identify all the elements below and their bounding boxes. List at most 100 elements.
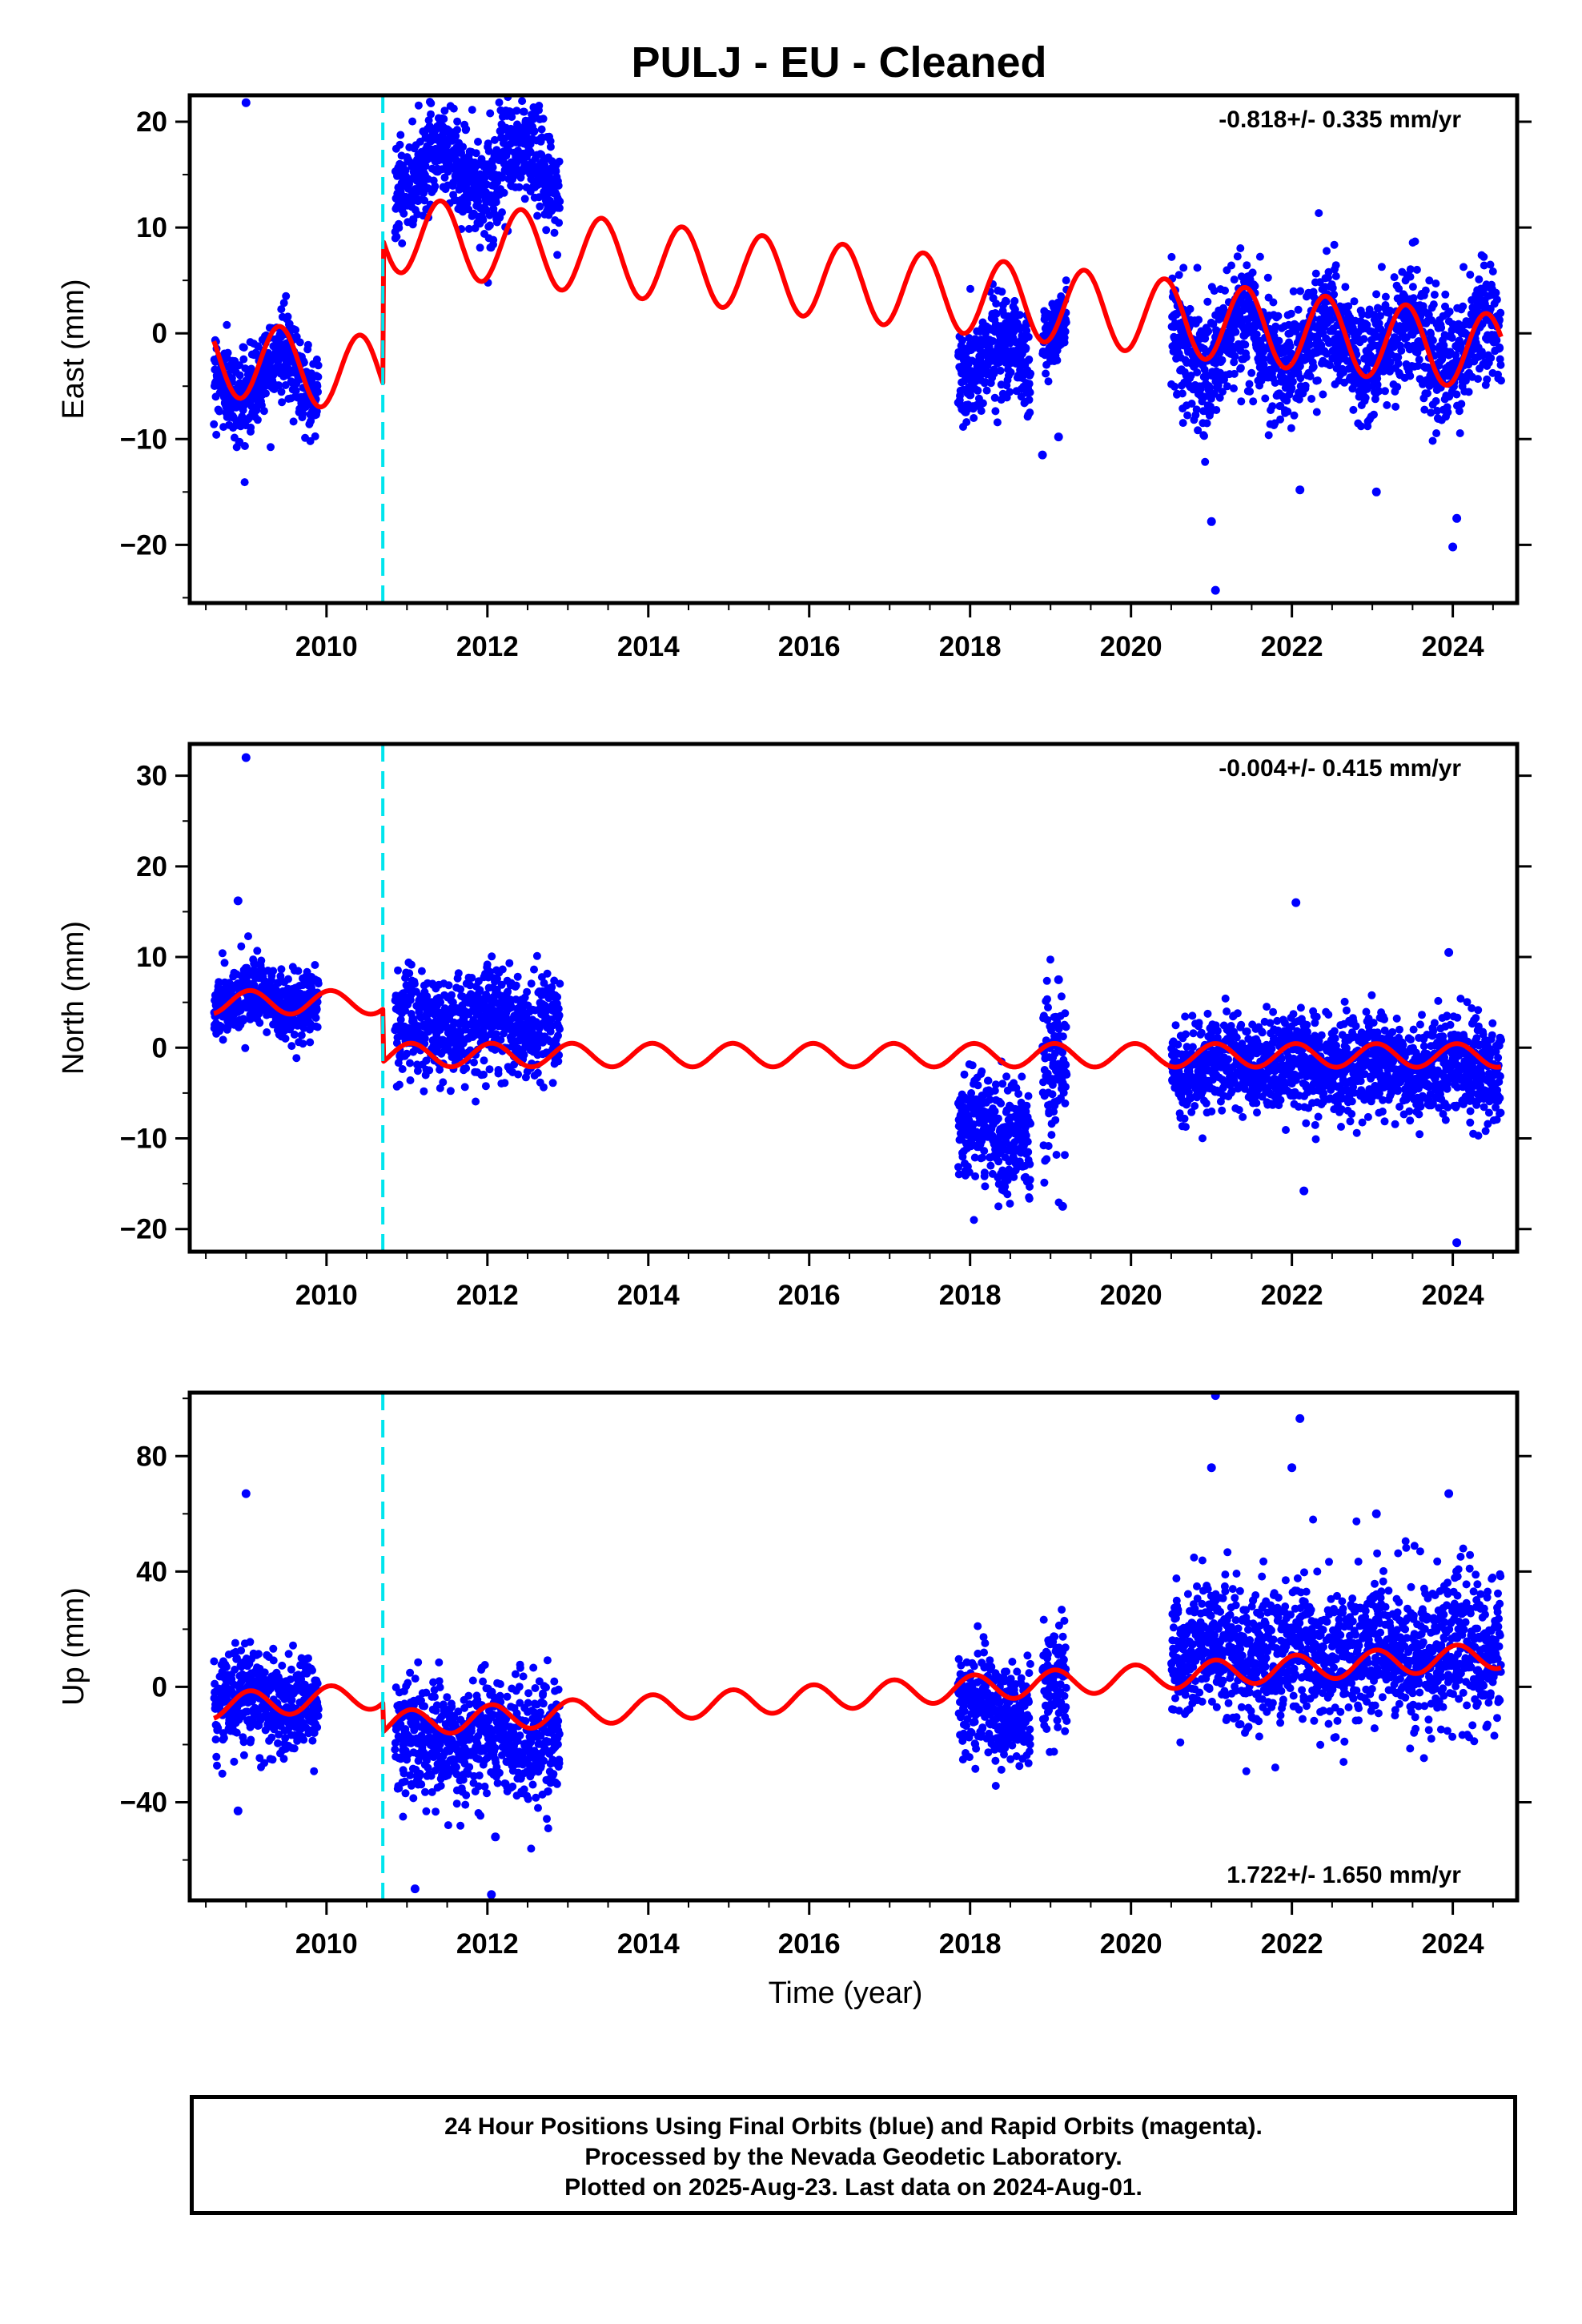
data-point (1015, 311, 1024, 320)
data-point (533, 1068, 542, 1077)
data-point (1363, 320, 1371, 329)
data-point (1194, 426, 1203, 435)
data-point (958, 336, 966, 345)
data-point (982, 386, 991, 395)
data-point (1328, 283, 1337, 292)
data-point (1003, 1190, 1012, 1199)
data-point (1195, 316, 1203, 324)
data-point (1394, 353, 1403, 362)
data-point (993, 418, 1002, 427)
data-point (1474, 375, 1482, 384)
data-point (1061, 1099, 1070, 1108)
data-point (498, 965, 507, 974)
data-point (479, 215, 488, 224)
data-point (278, 398, 287, 407)
data-point (1255, 252, 1264, 261)
data-point (1406, 372, 1415, 380)
data-point (1022, 1101, 1031, 1110)
data-point (1437, 324, 1446, 332)
data-point (1306, 372, 1315, 380)
data-point (1330, 290, 1339, 299)
data-point (1327, 316, 1335, 324)
data-point (523, 987, 532, 996)
data-point (1191, 1102, 1199, 1110)
data-point (406, 1059, 414, 1068)
data-point (1207, 1107, 1216, 1116)
data-point (470, 1058, 478, 1067)
data-point (970, 1216, 978, 1224)
data-point (997, 1099, 1006, 1108)
data-point (1061, 1009, 1070, 1018)
data-point (295, 338, 304, 347)
data-point (1341, 283, 1350, 292)
data-point (1182, 1123, 1190, 1132)
data-point (1206, 384, 1215, 392)
data-point (1174, 1040, 1182, 1049)
data-point (978, 1067, 986, 1076)
data-point (546, 143, 555, 151)
data-point (1237, 397, 1246, 406)
data-point (1379, 367, 1387, 376)
data-point (1218, 1106, 1227, 1115)
data-point (252, 406, 261, 415)
data-point (1061, 1151, 1069, 1160)
x-tick-label: 2022 (1261, 631, 1323, 662)
data-point (481, 1082, 490, 1091)
data-point (431, 182, 440, 191)
data-point (520, 107, 528, 116)
data-point (960, 1070, 969, 1079)
data-point (464, 205, 473, 214)
data-point (1460, 263, 1468, 271)
data-point (1187, 400, 1196, 408)
data-point (472, 149, 480, 158)
data-point (514, 1070, 523, 1079)
data-point (1025, 355, 1034, 364)
data-point (1221, 286, 1229, 295)
data-point (1192, 405, 1201, 414)
data-point (1062, 1070, 1071, 1079)
data-point (1232, 1033, 1241, 1042)
data-point (314, 361, 323, 370)
outlier-point (1207, 517, 1216, 526)
data-point (446, 1087, 455, 1096)
data-point (297, 1031, 306, 1039)
outlier-point (241, 98, 251, 107)
data-point (240, 478, 249, 487)
data-point (1061, 328, 1070, 336)
x-tick-label: 2016 (778, 631, 841, 662)
data-point (299, 358, 308, 367)
data-point (223, 320, 231, 329)
data-point (520, 195, 529, 203)
data-point (1373, 380, 1382, 389)
data-point (237, 942, 246, 951)
data-point (291, 386, 300, 395)
x-tick-label: 2020 (1100, 631, 1162, 662)
data-point (1290, 411, 1299, 420)
data-point (1246, 387, 1255, 396)
data-point (1186, 372, 1195, 380)
data-point (1215, 393, 1224, 402)
data-point (263, 1028, 271, 1036)
data-point (425, 1066, 434, 1075)
data-point (1227, 261, 1235, 270)
data-point (1395, 284, 1403, 293)
data-point (1237, 1020, 1246, 1029)
data-point (405, 969, 414, 978)
data-point (1026, 1176, 1034, 1184)
data-point (1170, 382, 1179, 391)
data-point (1018, 1072, 1026, 1081)
data-point (284, 975, 292, 983)
data-point (1420, 405, 1429, 414)
data-point (291, 326, 300, 334)
data-point (554, 181, 563, 190)
data-point (1193, 368, 1202, 376)
data-point (530, 127, 539, 135)
data-point (235, 371, 244, 380)
data-point (1042, 369, 1050, 378)
y-tick-label: 20 (136, 107, 167, 138)
data-point (994, 1202, 1003, 1211)
x-tick-label: 2024 (1422, 631, 1484, 662)
data-point (1221, 994, 1230, 1003)
data-point (1483, 375, 1492, 384)
